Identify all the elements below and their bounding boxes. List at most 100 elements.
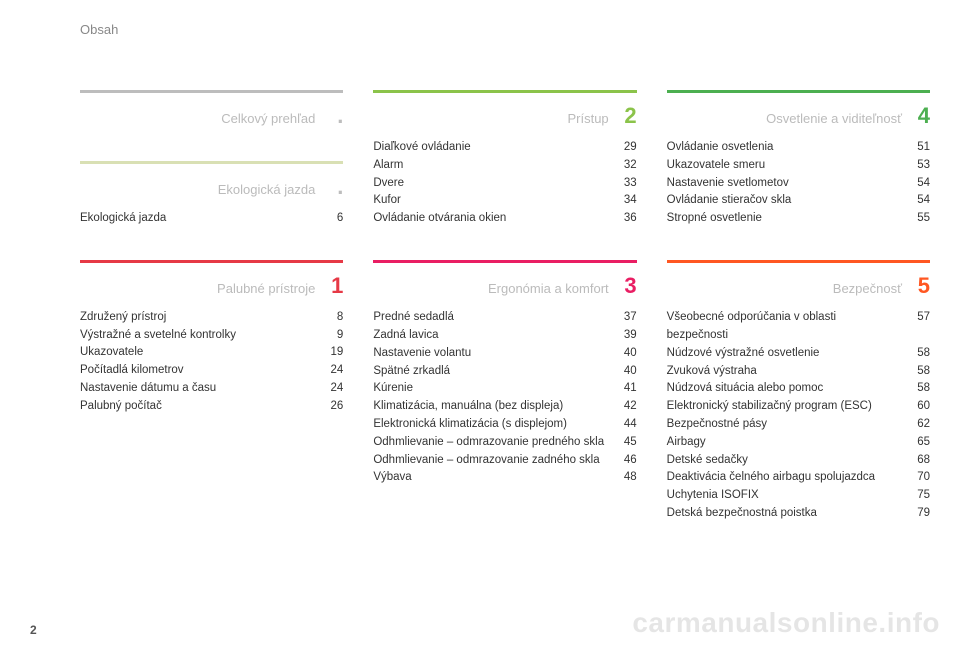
section-rule [373, 90, 636, 93]
toc-row: Palubný počítač26 [80, 398, 343, 416]
toc-label: Všeobecné odporúčania v oblasti bezpečno… [667, 309, 908, 345]
section-title: Ekologická jazda [80, 182, 325, 197]
toc-label: Palubný počítač [80, 398, 321, 416]
toc-row: Diaľkové ovládanie29 [373, 139, 636, 157]
toc-page: 51 [908, 139, 930, 157]
section-title: Osvetlenie a viditeľnosť [667, 111, 912, 126]
toc-page: 6 [321, 210, 343, 228]
toc-row: Elektronický stabilizačný program (ESC)6… [667, 398, 930, 416]
toc-row: Ukazovatele smeru53 [667, 157, 930, 175]
toc-section: Osvetlenie a viditeľnosť4Ovládanie osvet… [667, 90, 930, 228]
section-number: 4 [912, 103, 930, 129]
toc-row: Detské sedačky68 [667, 452, 930, 470]
toc-label: Núdzové výstražné osvetlenie [667, 345, 908, 363]
toc-label: Odhmlievanie – odmrazovanie zadného skla [373, 452, 614, 470]
section-rule [667, 260, 930, 263]
toc-row: Kúrenie41 [373, 380, 636, 398]
toc-page: 36 [615, 210, 637, 228]
toc-page: 42 [615, 398, 637, 416]
toc-row: Ekologická jazda6 [80, 210, 343, 228]
toc-page: 75 [908, 487, 930, 505]
toc-row: Odhmlievanie – odmrazovanie predného skl… [373, 434, 636, 452]
toc-section: Ergonómia a komfort3 Predné sedadlá37Zadn… [373, 260, 636, 487]
section-header: Ekologická jazda. [80, 174, 343, 200]
section-header: Bezpečnosť5 [667, 273, 930, 299]
toc-row: Stropné osvetlenie55 [667, 210, 930, 228]
toc-page: 32 [615, 157, 637, 175]
column: Osvetlenie a viditeľnosť4Ovládanie osvet… [667, 90, 930, 555]
toc-label: Alarm [373, 157, 614, 175]
toc-page: 68 [908, 452, 930, 470]
toc-label: Kúrenie [373, 380, 614, 398]
toc-row: Predné sedadlá37 [373, 309, 636, 327]
section-number: . [325, 103, 343, 129]
toc-row: Výstražné a svetelné kontrolky9 [80, 327, 343, 345]
toc-label: Elektronická klimatizácia (s displejom) [373, 416, 614, 434]
toc-page: 40 [615, 345, 637, 363]
toc-label: Zadná lavica [373, 327, 614, 345]
column: Celkový prehľad.Ekologická jazda.Ekologi… [80, 90, 343, 555]
toc-label: Počítadlá kilometrov [80, 362, 321, 380]
toc-row: Elektronická klimatizácia (s displejom)4… [373, 416, 636, 434]
section-header: Celkový prehľad. [80, 103, 343, 129]
page-number: 2 [30, 623, 37, 637]
toc-label: Zvuková výstraha [667, 363, 908, 381]
toc-row: Kufor34 [373, 192, 636, 210]
toc-page: 79 [908, 505, 930, 523]
toc-row: Zvuková výstraha58 [667, 363, 930, 381]
toc-row: Nastavenie volantu40 [373, 345, 636, 363]
section-title: Bezpečnosť [667, 281, 912, 296]
section-number: 3 [619, 273, 637, 299]
toc-row: Detská bezpečnostná poistka79 [667, 505, 930, 523]
toc-label: Stropné osvetlenie [667, 210, 908, 228]
toc-row: Uchytenia ISOFIX75 [667, 487, 930, 505]
section-number: 5 [912, 273, 930, 299]
toc-label: Airbagy [667, 434, 908, 452]
toc-page: 57 [908, 309, 930, 345]
toc-label: Detská bezpečnostná poistka [667, 505, 908, 523]
section-rule [80, 260, 343, 263]
toc-row: Nastavenie svetlometov54 [667, 175, 930, 193]
section-header: Ergonómia a komfort3 [373, 273, 636, 299]
toc-page: 53 [908, 157, 930, 175]
toc-page: 55 [908, 210, 930, 228]
section-number: 1 [325, 273, 343, 299]
toc-page: 54 [908, 192, 930, 210]
toc-page: 40 [615, 363, 637, 381]
toc-label: Ovládanie osvetlenia [667, 139, 908, 157]
toc-row: Výbava48 [373, 469, 636, 487]
toc-page: 58 [908, 345, 930, 363]
toc-page: 24 [321, 362, 343, 380]
section-number: . [325, 174, 343, 200]
page: Obsah 2 carmanualsonline.info Celkový pr… [0, 0, 960, 649]
toc-section: Palubné prístroje1Združený prístroj8Výst… [80, 260, 343, 416]
toc-label: Núdzová situácia alebo pomoc [667, 380, 908, 398]
toc-row: Deaktivácia čelného airbagu spolujazdca7… [667, 469, 930, 487]
toc-label: Uchytenia ISOFIX [667, 487, 908, 505]
toc-label: Deaktivácia čelného airbagu spolujazdca [667, 469, 908, 487]
toc-row: Odhmlievanie – odmrazovanie zadného skla… [373, 452, 636, 470]
toc-label: Ekologická jazda [80, 210, 321, 228]
toc-page: 70 [908, 469, 930, 487]
toc-row: Spätné zrkadlá40 [373, 363, 636, 381]
watermark: carmanualsonline.info [632, 607, 940, 639]
section-title: Ergonómia a komfort [373, 281, 618, 296]
toc-label: Dvere [373, 175, 614, 193]
toc-page: 45 [615, 434, 637, 452]
toc-section: Bezpečnosť5Všeobecné odporúčania v oblas… [667, 260, 930, 523]
section-title: Palubné prístroje [80, 281, 325, 296]
section-header: Prístup2 [373, 103, 636, 129]
toc-page: 29 [615, 139, 637, 157]
toc-page: 33 [615, 175, 637, 193]
toc-label: Spätné zrkadlá [373, 363, 614, 381]
toc-label: Nastavenie svetlometov [667, 175, 908, 193]
toc-page: 62 [908, 416, 930, 434]
toc-row: Počítadlá kilometrov24 [80, 362, 343, 380]
toc-page: 46 [615, 452, 637, 470]
toc-row: Ukazovatele19 [80, 344, 343, 362]
toc-label: Bezpečnostné pásy [667, 416, 908, 434]
toc-label: Predné sedadlá [373, 309, 614, 327]
toc-label: Odhmlievanie – odmrazovanie predného skl… [373, 434, 614, 452]
toc-row: Núdzová situácia alebo pomoc58 [667, 380, 930, 398]
section-rule [667, 90, 930, 93]
